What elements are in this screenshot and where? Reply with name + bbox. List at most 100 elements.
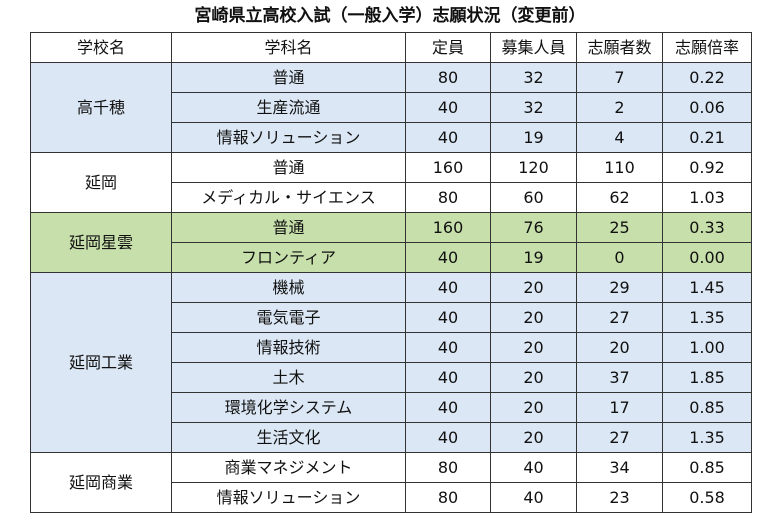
school-name-cell: 高千穂 xyxy=(30,62,172,153)
page-title: 宮崎県立高校入試（一般入学）志願状況（変更前） xyxy=(194,6,586,26)
department-cell: メディカル・サイエンス xyxy=(171,182,406,213)
capacity-cell: 40 xyxy=(405,272,491,303)
table-row: 延岡 普通 160 120 110 0.92 xyxy=(30,152,752,213)
header-school: 学校名 xyxy=(30,32,172,63)
applicants-cell: 17 xyxy=(576,392,663,423)
school-name-cell: 延岡星雲 xyxy=(30,212,172,273)
applicants-cell: 27 xyxy=(576,422,663,453)
recruitment-cell: 20 xyxy=(490,332,577,363)
capacity-cell: 160 xyxy=(405,152,491,183)
capacity-cell: 40 xyxy=(405,242,491,273)
school-name-cell: 延岡 xyxy=(30,152,172,213)
recruitment-cell: 32 xyxy=(490,92,577,123)
table-row: メディカル・サイエンス 80 60 62 1.03 xyxy=(31,182,752,213)
table-row: 環境化学システム 40 20 17 0.85 xyxy=(31,392,752,423)
ratio-cell: 0.06 xyxy=(662,92,752,123)
ratio-cell: 0.58 xyxy=(662,482,752,513)
ratio-cell: 0.22 xyxy=(662,62,752,93)
applicants-cell: 7 xyxy=(576,62,663,93)
table-row: 延岡商業 商業マネジメント 80 40 34 0.85 xyxy=(30,452,752,513)
capacity-cell: 160 xyxy=(405,212,491,243)
applicants-cell: 25 xyxy=(576,212,663,243)
table-row: フロンティア 40 19 0 0.00 xyxy=(31,242,752,273)
recruitment-cell: 20 xyxy=(490,362,577,393)
header-ratio: 志願倍率 xyxy=(662,32,752,63)
table-row: 土木 40 20 37 1.85 xyxy=(31,362,752,393)
recruitment-cell: 19 xyxy=(490,242,577,273)
school-name-cell: 延岡工業 xyxy=(30,272,172,453)
recruitment-cell: 19 xyxy=(490,122,577,153)
table-row: 延岡星雲 普通 160 76 25 0.33 xyxy=(30,212,752,273)
capacity-cell: 40 xyxy=(405,392,491,423)
applicants-cell: 20 xyxy=(576,332,663,363)
ratio-cell: 1.35 xyxy=(662,302,752,333)
department-cell: 環境化学システム xyxy=(171,392,406,423)
ratio-cell: 0.00 xyxy=(662,242,752,273)
ratio-cell: 1.45 xyxy=(662,272,752,303)
department-cell: 生活文化 xyxy=(171,422,406,453)
recruitment-cell: 60 xyxy=(490,182,577,213)
table-row: 延岡工業 機械 40 20 29 1.45 xyxy=(30,272,752,453)
applicants-cell: 34 xyxy=(576,452,663,483)
applicants-cell: 0 xyxy=(576,242,663,273)
capacity-cell: 40 xyxy=(405,332,491,363)
table-row: 電気電子 40 20 27 1.35 xyxy=(31,302,752,333)
capacity-cell: 80 xyxy=(405,182,491,213)
admission-status-table: 学校名 学科名 定員 募集人員 志願者数 志願倍率 高千穂 普通 80 32 7 0.22… xyxy=(30,32,752,513)
recruitment-cell: 120 xyxy=(490,152,577,183)
table-row: 高千穂 普通 80 32 7 0.22 xyxy=(30,62,752,153)
capacity-cell: 40 xyxy=(405,302,491,333)
recruitment-cell: 20 xyxy=(490,272,577,303)
applicants-cell: 110 xyxy=(576,152,663,183)
applicants-cell: 27 xyxy=(576,302,663,333)
header-department: 学科名 xyxy=(171,32,406,63)
department-cell: 情報ソリューション xyxy=(171,122,406,153)
applicants-cell: 4 xyxy=(576,122,663,153)
header-row: 学校名 学科名 定員 募集人員 志願者数 志願倍率 xyxy=(30,32,752,63)
ratio-cell: 0.85 xyxy=(662,452,752,483)
ratio-cell: 1.03 xyxy=(662,182,752,213)
capacity-cell: 80 xyxy=(405,62,491,93)
department-cell: 普通 xyxy=(171,62,406,93)
table-row: 生産流通 40 32 2 0.06 xyxy=(31,92,752,123)
ratio-cell: 0.21 xyxy=(662,122,752,153)
applicants-cell: 2 xyxy=(576,92,663,123)
table-row: 情報技術 40 20 20 1.00 xyxy=(31,332,752,363)
recruitment-cell: 40 xyxy=(490,452,577,483)
header-recruitment: 募集人員 xyxy=(490,32,577,63)
recruitment-cell: 40 xyxy=(490,482,577,513)
ratio-cell: 0.92 xyxy=(662,152,752,183)
department-cell: 電気電子 xyxy=(171,302,406,333)
table-body: 高千穂 普通 80 32 7 0.22 生産流通 40 32 2 0.06 情報ソリューション 40 19… xyxy=(30,62,752,513)
recruitment-cell: 20 xyxy=(490,422,577,453)
recruitment-cell: 76 xyxy=(490,212,577,243)
department-cell: フロンティア xyxy=(171,242,406,273)
department-cell: 普通 xyxy=(171,212,406,243)
capacity-cell: 40 xyxy=(405,92,491,123)
applicants-cell: 29 xyxy=(576,272,663,303)
recruitment-cell: 32 xyxy=(490,62,577,93)
header-capacity: 定員 xyxy=(405,32,491,63)
capacity-cell: 80 xyxy=(405,482,491,513)
applicants-cell: 23 xyxy=(576,482,663,513)
ratio-cell: 1.85 xyxy=(662,362,752,393)
ratio-cell: 1.35 xyxy=(662,422,752,453)
school-name-cell: 延岡商業 xyxy=(30,452,172,513)
department-cell: 土木 xyxy=(171,362,406,393)
ratio-cell: 1.00 xyxy=(662,332,752,363)
capacity-cell: 40 xyxy=(405,422,491,453)
applicants-cell: 62 xyxy=(576,182,663,213)
department-cell: 機械 xyxy=(171,272,406,303)
header-applicants: 志願者数 xyxy=(576,32,663,63)
department-cell: 生産流通 xyxy=(171,92,406,123)
department-cell: 情報技術 xyxy=(171,332,406,363)
recruitment-cell: 20 xyxy=(490,392,577,423)
department-cell: 商業マネジメント xyxy=(171,452,406,483)
capacity-cell: 80 xyxy=(405,452,491,483)
ratio-cell: 0.85 xyxy=(662,392,752,423)
applicants-cell: 37 xyxy=(576,362,663,393)
recruitment-cell: 20 xyxy=(490,302,577,333)
capacity-cell: 40 xyxy=(405,122,491,153)
department-cell: 情報ソリューション xyxy=(171,482,406,513)
ratio-cell: 0.33 xyxy=(662,212,752,243)
